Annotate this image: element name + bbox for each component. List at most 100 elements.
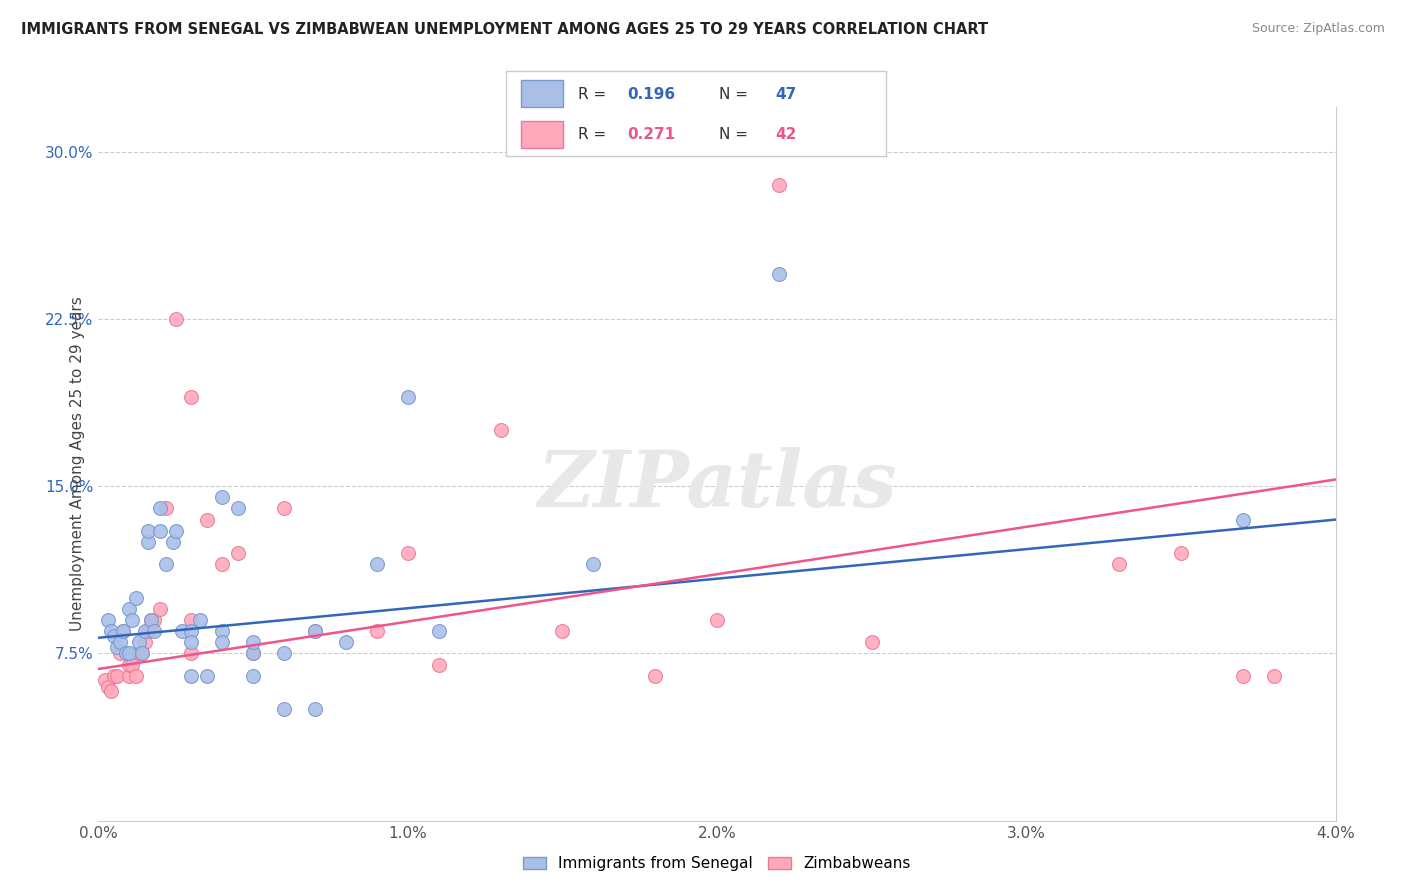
Point	[396, 390, 419, 404]
Point	[180, 646, 202, 660]
Point	[180, 613, 202, 627]
Point	[103, 669, 125, 683]
Point	[396, 546, 419, 560]
Point	[335, 635, 357, 649]
Point	[427, 624, 450, 639]
Point	[180, 390, 202, 404]
Point	[644, 669, 666, 683]
Point	[149, 602, 172, 616]
Point	[100, 624, 122, 639]
Point	[165, 312, 187, 326]
Text: R =: R =	[578, 128, 612, 143]
Point	[165, 524, 187, 538]
Point	[427, 657, 450, 672]
Point	[226, 501, 249, 516]
Point	[118, 669, 141, 683]
Point	[97, 680, 120, 694]
Point	[551, 624, 574, 639]
Point	[143, 613, 166, 627]
Point	[118, 646, 141, 660]
Point	[273, 646, 295, 660]
Text: 42: 42	[776, 128, 797, 143]
Point	[155, 557, 177, 572]
Point	[118, 657, 141, 672]
Point	[1263, 669, 1285, 683]
Point	[139, 613, 162, 627]
Text: 0.271: 0.271	[627, 128, 676, 143]
Point	[366, 624, 388, 639]
Point	[304, 624, 326, 639]
Point	[100, 684, 122, 698]
Point	[211, 635, 233, 649]
Point	[860, 635, 883, 649]
Point	[149, 524, 172, 538]
Text: R =: R =	[578, 87, 612, 102]
Point	[162, 534, 184, 549]
Point	[768, 268, 790, 282]
Text: N =: N =	[718, 128, 752, 143]
Point	[180, 669, 202, 683]
Point	[134, 635, 156, 649]
FancyBboxPatch shape	[522, 80, 562, 107]
Point	[124, 591, 146, 605]
Point	[304, 702, 326, 716]
Point	[582, 557, 605, 572]
Text: Source: ZipAtlas.com: Source: ZipAtlas.com	[1251, 22, 1385, 36]
Text: 47: 47	[776, 87, 797, 102]
Point	[112, 624, 135, 639]
Point	[195, 512, 218, 526]
Y-axis label: Unemployment Among Ages 25 to 29 years: Unemployment Among Ages 25 to 29 years	[69, 296, 84, 632]
Point	[180, 635, 202, 649]
Point	[131, 646, 153, 660]
Point	[273, 702, 295, 716]
Point	[118, 602, 141, 616]
Point	[128, 646, 150, 660]
Point	[155, 501, 177, 516]
Legend: Immigrants from Senegal, Zimbabweans: Immigrants from Senegal, Zimbabweans	[517, 850, 917, 877]
Point	[112, 624, 135, 639]
Point	[121, 657, 143, 672]
Point	[134, 624, 156, 639]
Point	[139, 613, 162, 627]
Point	[211, 557, 233, 572]
Point	[124, 669, 146, 683]
Point	[190, 613, 212, 627]
Point	[211, 624, 233, 639]
Point	[131, 646, 153, 660]
Point	[304, 624, 326, 639]
Point	[242, 669, 264, 683]
Text: IMMIGRANTS FROM SENEGAL VS ZIMBABWEAN UNEMPLOYMENT AMONG AGES 25 TO 29 YEARS COR: IMMIGRANTS FROM SENEGAL VS ZIMBABWEAN UN…	[21, 22, 988, 37]
Point	[242, 646, 264, 660]
Point	[1170, 546, 1192, 560]
Point	[108, 635, 131, 649]
Point	[706, 613, 728, 627]
Point	[273, 501, 295, 516]
FancyBboxPatch shape	[522, 120, 562, 147]
Point	[211, 491, 233, 505]
Point	[105, 669, 128, 683]
Point	[143, 624, 166, 639]
Point	[103, 628, 125, 642]
Text: ZIPatlas: ZIPatlas	[537, 447, 897, 524]
Point	[115, 646, 138, 660]
Point	[136, 524, 159, 538]
Point	[105, 640, 128, 654]
Point	[1108, 557, 1130, 572]
Point	[242, 646, 264, 660]
Point	[97, 613, 120, 627]
Point	[121, 613, 143, 627]
Point	[180, 624, 202, 639]
Point	[1232, 669, 1254, 683]
Point	[136, 624, 159, 639]
Point	[768, 178, 790, 193]
Point	[195, 669, 218, 683]
Point	[226, 546, 249, 560]
Point	[366, 557, 388, 572]
Point	[128, 635, 150, 649]
Point	[93, 673, 115, 687]
Text: N =: N =	[718, 87, 752, 102]
Text: 0.196: 0.196	[627, 87, 676, 102]
Point	[489, 424, 512, 438]
Point	[170, 624, 193, 639]
Point	[242, 635, 264, 649]
